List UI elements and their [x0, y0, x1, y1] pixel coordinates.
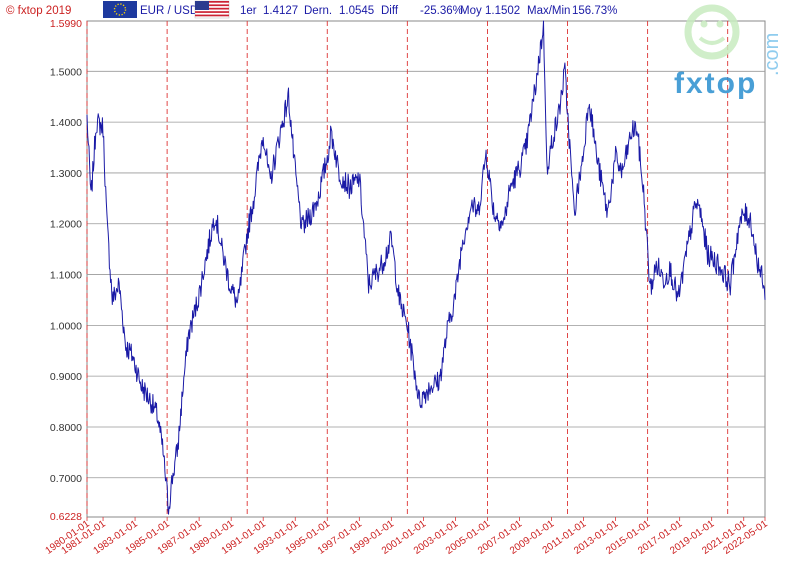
first-label: 1er [240, 5, 257, 17]
x-axis-ticks: 1980-01-011981-01-011983-01-011985-01-01… [44, 517, 770, 557]
y-tick-label: 1.3000 [50, 168, 82, 180]
maxmin-value: 156.73% [572, 5, 617, 17]
plot-area [86, 20, 766, 515]
y-tick-label: 1.1000 [50, 270, 82, 282]
smiley-icon [684, 4, 740, 60]
y-max-label: 1.5990 [50, 18, 82, 30]
fxtop-logo: fxtop .com [674, 4, 783, 100]
avg-value: 1.1502 [485, 5, 520, 17]
first-value: 1.4127 [263, 5, 298, 17]
last-label: Dern. [304, 5, 332, 17]
y-tick-label: 1.4000 [50, 117, 82, 129]
eu-flag-icon [103, 1, 137, 18]
y-tick-label: 0.9000 [50, 371, 82, 383]
avg-label: Moy [460, 5, 482, 17]
currency-pair: EUR / USD [140, 5, 198, 17]
logo-text: fxtop [674, 67, 757, 100]
last-value: 1.0545 [339, 5, 374, 17]
y-tick-label: 0.7000 [50, 473, 82, 485]
series-line [86, 20, 766, 515]
y-min-label: 0.6228 [50, 511, 82, 523]
y-tick-label: 0.8000 [50, 422, 82, 434]
us-flag-icon [194, 0, 230, 19]
header-bar: © fxtop 2019 EUR / USD 1er 1.4127 Dern. … [6, 0, 617, 19]
y-tick-label: 1.5000 [50, 66, 82, 78]
maxmin-label: Max/Min [527, 5, 570, 17]
diff-label: Diff [381, 5, 399, 17]
y-tick-label: 1.0000 [50, 320, 82, 332]
y-tick-label: 1.2000 [50, 219, 82, 231]
logo-suffix: .com [761, 33, 783, 76]
plot-frame [86, 20, 766, 518]
chart-grid [86, 20, 766, 518]
y-axis-ticks: 0.7000 0.8000 0.9000 1.0000 1.1000 1.2000 1.30… [50, 18, 82, 523]
diff-value: -25.36% [420, 5, 463, 17]
copyright-label: © fxtop 2019 [6, 5, 71, 17]
